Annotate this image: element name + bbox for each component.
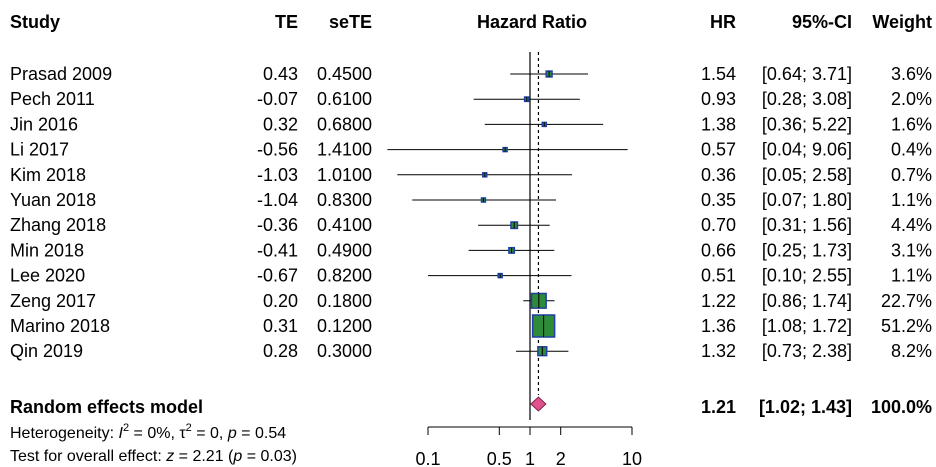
- study-te: -0.41: [257, 240, 298, 260]
- study-hr: 0.36: [701, 165, 736, 185]
- study-weight: 22.7%: [881, 291, 932, 311]
- pooled-diamond: [530, 396, 547, 412]
- study-ci: [0.05; 2.58]: [762, 165, 852, 185]
- study-weight: 3.1%: [891, 240, 932, 260]
- study-hr: 0.66: [701, 240, 736, 260]
- study-te: 0.28: [263, 341, 298, 361]
- study-te: 0.32: [263, 114, 298, 134]
- x-tick-label: 2: [556, 449, 566, 467]
- study-weight: 1.1%: [891, 266, 932, 286]
- x-tick-label: 1: [525, 449, 535, 467]
- study-ci: [0.36; 5.22]: [762, 114, 852, 134]
- study-ci: [0.25; 1.73]: [762, 240, 852, 260]
- study-name: Lee 2020: [10, 266, 85, 286]
- study-sete: 1.0100: [317, 165, 372, 185]
- study-ci: [0.86; 1.74]: [762, 291, 852, 311]
- study-ci: [0.10; 2.55]: [762, 266, 852, 286]
- header-ci: 95%-CI: [792, 12, 852, 32]
- header-weight: Weight: [872, 12, 932, 32]
- header-hr: HR: [710, 12, 736, 32]
- study-sete: 0.4500: [317, 64, 372, 84]
- study-sete: 0.4900: [317, 240, 372, 260]
- study-hr: 0.51: [701, 266, 736, 286]
- study-te: 0.20: [263, 291, 298, 311]
- study-te: 0.31: [263, 316, 298, 336]
- pooled-hr-label: 1.21: [701, 397, 736, 417]
- study-te: 0.43: [263, 64, 298, 84]
- study-hr: 1.38: [701, 114, 736, 134]
- study-sete: 0.3000: [317, 341, 372, 361]
- study-weight: 51.2%: [881, 316, 932, 336]
- study-hr: 1.22: [701, 291, 736, 311]
- header-study: Study: [10, 12, 60, 32]
- study-hr: 0.93: [701, 89, 736, 109]
- study-te: -1.03: [257, 165, 298, 185]
- study-name: Zhang 2018: [10, 215, 106, 235]
- study-sete: 0.1800: [317, 291, 372, 311]
- study-ci: [0.28; 3.08]: [762, 89, 852, 109]
- study-weight: 3.6%: [891, 64, 932, 84]
- header-hazard-ratio: Hazard Ratio: [477, 12, 587, 32]
- study-ci: [0.07; 1.80]: [762, 190, 852, 210]
- study-rows: Prasad 2009 0.43 0.4500 1.54 [0.64; 3.71] 3.6…: [10, 64, 932, 361]
- study-sete: 1.4100: [317, 140, 372, 160]
- study-te: -0.07: [257, 89, 298, 109]
- x-tick-label: 10: [622, 449, 642, 467]
- x-axis: 0.1 0.5 1 2 10: [415, 426, 642, 467]
- pooled-ci-label: [1.02; 1.43]: [759, 397, 852, 417]
- pooled-label: Random effects model: [10, 397, 203, 417]
- study-ci: [1.08; 1.72]: [762, 316, 852, 336]
- study-name: Pech 2011: [10, 89, 95, 109]
- study-sete: 0.1200: [317, 316, 372, 336]
- study-name: Min 2018: [10, 240, 84, 260]
- study-sete: 0.8200: [317, 266, 372, 286]
- study-name: Prasad 2009: [10, 64, 112, 84]
- study-name: Yuan 2018: [10, 190, 96, 210]
- study-hr: 1.36: [701, 316, 736, 336]
- study-te: -0.67: [257, 266, 298, 286]
- study-te: -0.56: [257, 140, 298, 160]
- study-hr: 0.70: [701, 215, 736, 235]
- study-ci: [0.73; 2.38]: [762, 341, 852, 361]
- study-sete: 0.6800: [317, 114, 372, 134]
- study-te: -0.36: [257, 215, 298, 235]
- study-weight: 0.7%: [891, 165, 932, 185]
- study-ci: [0.04; 9.06]: [762, 140, 852, 160]
- heterogeneity-text: Heterogeneity: I2 = 0%, τ2 = 0, p = 0.54: [10, 422, 286, 442]
- study-sete: 0.6100: [317, 89, 372, 109]
- study-hr: 1.54: [701, 64, 736, 84]
- study-weight: 8.2%: [891, 341, 932, 361]
- plot-marks: [387, 52, 628, 420]
- study-hr: 0.57: [701, 140, 736, 160]
- study-te: -1.04: [257, 190, 298, 210]
- x-tick-label: 0.5: [487, 449, 512, 467]
- study-name: Marino 2018: [10, 316, 110, 336]
- x-tick-label: 0.1: [415, 449, 440, 467]
- header-sete: seTE: [329, 12, 372, 32]
- study-ci: [0.31; 1.56]: [762, 215, 852, 235]
- study-weight: 4.4%: [891, 215, 932, 235]
- study-name: Kim 2018: [10, 165, 86, 185]
- pooled-weight-label: 100.0%: [871, 397, 932, 417]
- study-hr: 0.35: [701, 190, 736, 210]
- study-name: Jin 2016: [10, 114, 78, 134]
- overall-effect-text: Test for overall effect: z = 2.21 (p = 0…: [10, 448, 297, 465]
- study-weight: 2.0%: [891, 89, 932, 109]
- study-weight: 1.6%: [891, 114, 932, 134]
- study-sete: 0.4100: [317, 215, 372, 235]
- header-te: TE: [275, 12, 298, 32]
- study-name: Qin 2019: [10, 341, 83, 361]
- study-name: Li 2017: [10, 140, 69, 160]
- study-weight: 0.4%: [891, 140, 932, 160]
- study-hr: 1.32: [701, 341, 736, 361]
- study-ci: [0.64; 3.71]: [762, 64, 852, 84]
- study-weight: 1.1%: [891, 190, 932, 210]
- study-sete: 0.8300: [317, 190, 372, 210]
- study-name: Zeng 2017: [10, 291, 96, 311]
